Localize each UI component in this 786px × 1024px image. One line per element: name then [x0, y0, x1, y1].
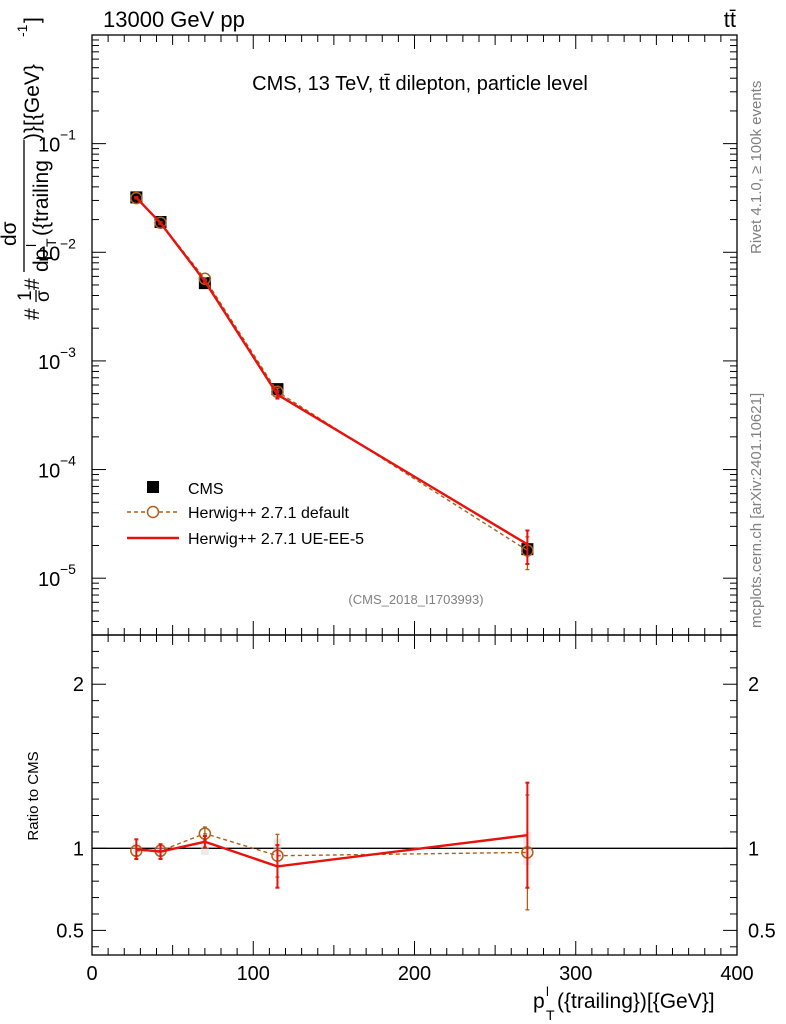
y-tick-label-base: 10 [38, 569, 60, 591]
y-tick-label-exponent: −3 [60, 344, 76, 360]
ylabel-dsigma: dσ [0, 221, 21, 246]
y-tick-label-exponent: −1 [60, 127, 76, 143]
xlabel-sub: T [546, 1007, 555, 1023]
ylabel-den-sup: l [23, 244, 39, 247]
mcplots-label: mcplots.cern.ch [arXiv:2401.10621] [748, 393, 765, 628]
legend: CMS Herwig++ 2.7.1 default Herwig++ 2.7.… [127, 481, 364, 548]
ylabel-sup: -1 [14, 24, 30, 37]
ylabel-lead: # [21, 308, 44, 320]
herwig-default-point [130, 191, 143, 205]
ylabel-end: ] [21, 17, 44, 23]
y-tick-label-exponent: −5 [60, 561, 76, 577]
y-tick-label-ratio-right: 1 [748, 838, 759, 860]
main-title: CMS, 13 TeV, tt̄ dilepton, particle leve… [252, 73, 588, 95]
y-tick-label-ratio-left: 0.5 [56, 920, 84, 942]
ylabel-den-sub: T [43, 238, 59, 247]
legend-cms-label: CMS [188, 481, 224, 498]
main-y-axis-label: # 1 σ # dσ dp l T ({trailing )}[{GeV} -1… [0, 17, 59, 320]
y-tick-label-ratio-left: 2 [73, 674, 84, 696]
x-tick-label: 200 [398, 963, 431, 985]
ylabel-sigma: σ [33, 290, 54, 302]
process-label: 13000 GeV pp [103, 7, 245, 32]
x-tick-label: 0 [86, 963, 97, 985]
ylabel-one: 1 [15, 290, 36, 301]
y-tick-label-base: 10 [38, 243, 60, 265]
x-tick-label: 300 [559, 963, 592, 985]
y-tick-label-ratio-right: 2 [748, 674, 759, 696]
y-tick-label-exponent: −4 [60, 453, 76, 469]
legend-default-label: Herwig++ 2.7.1 default [188, 505, 350, 522]
ylabel-den-rest: ({trailing [30, 160, 53, 236]
x-tick-label: 100 [237, 963, 270, 985]
ylabel-mid: # [21, 278, 44, 290]
legend-ue-label: Herwig++ 2.7.1 UE-EE-5 [188, 531, 364, 548]
xlabel-rest: ({trailing})[{GeV}] [557, 990, 715, 1013]
x-tick-label: 400 [720, 963, 753, 985]
ylabel-close: )}[{GeV} [21, 64, 44, 140]
xlabel-sup: l [546, 984, 549, 999]
ylabel-den: dp [30, 249, 53, 272]
ratio-panel-frame [91, 634, 738, 956]
herwig-default-point [154, 216, 167, 229]
ratio-y-axis-label: Ratio to CMS [25, 751, 42, 840]
y-tick-label-base: 10 [38, 352, 60, 374]
x-axis-label: p l T ({trailing})[{GeV}] [533, 984, 715, 1023]
legend-cms-marker [147, 481, 159, 493]
y-tick-label-base: 10 [38, 135, 60, 157]
herwig-default-point [198, 272, 212, 286]
xlabel-p: p [533, 990, 545, 1013]
y-tick-label-ratio-right: 0.5 [748, 920, 776, 942]
y-tick-label-exponent: −2 [60, 235, 76, 251]
particle-label: tt̄ [724, 7, 736, 32]
analysis-label: (CMS_2018_I1703993) [348, 592, 483, 607]
rivet-version-label: Rivet 4.1.0, ≥ 100k events [748, 81, 765, 254]
ratio-herwig-ue-line [136, 834, 528, 868]
y-tick-label-ratio-left: 1 [73, 838, 84, 860]
legend-default-marker [146, 505, 160, 519]
y-tick-label-base: 10 [38, 461, 60, 483]
